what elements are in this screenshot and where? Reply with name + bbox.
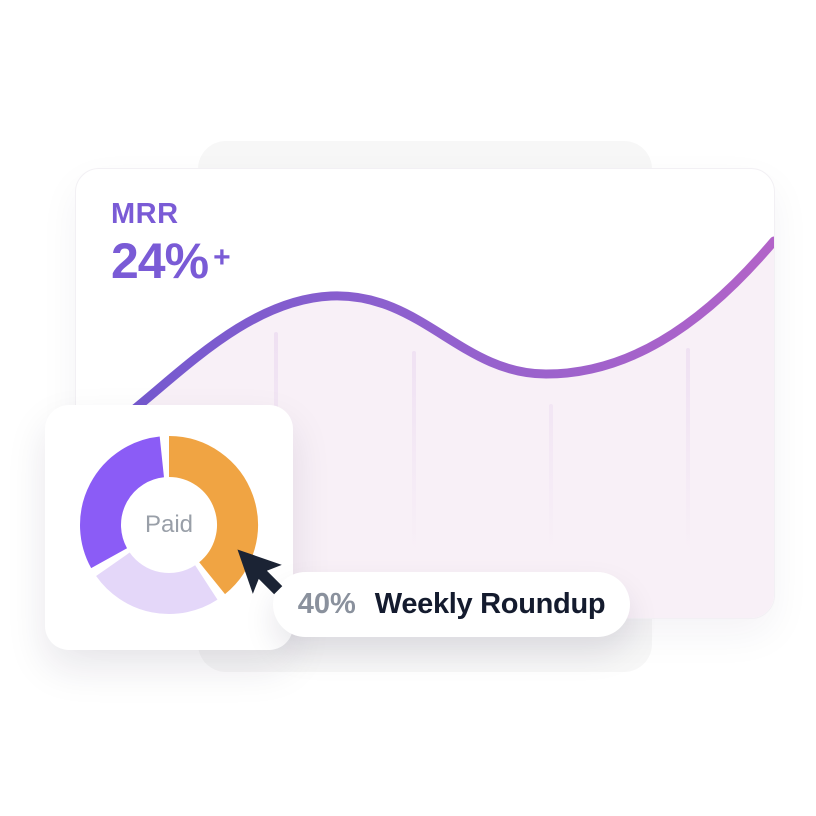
donut-slices (80, 436, 258, 614)
mrr-value: 24% + (111, 236, 231, 286)
cursor-icon (237, 549, 283, 595)
donut-slice-violet[interactable] (80, 436, 165, 569)
pill-percent: 40% (297, 588, 356, 620)
mrr-card-title: MRR (111, 198, 179, 230)
pill-label: Weekly Roundup (374, 588, 606, 620)
cursor-arrow-shape (237, 549, 283, 595)
donut-slice-lavender[interactable] (96, 551, 218, 614)
mrr-card: MRR 24% + (75, 168, 775, 619)
weekly-roundup-pill[interactable]: 40% Weekly Roundup (273, 572, 630, 637)
mrr-header: MRR 24% + (111, 198, 231, 286)
donut-card: Paid (45, 405, 293, 650)
donut-chart (80, 436, 258, 614)
trend-line (76, 236, 774, 454)
mrr-value-number: 24% (111, 232, 209, 289)
donut-center-label: Paid (144, 511, 194, 538)
mrr-plus-sign: + (213, 240, 231, 274)
donut-slice-orange[interactable] (168, 436, 258, 595)
